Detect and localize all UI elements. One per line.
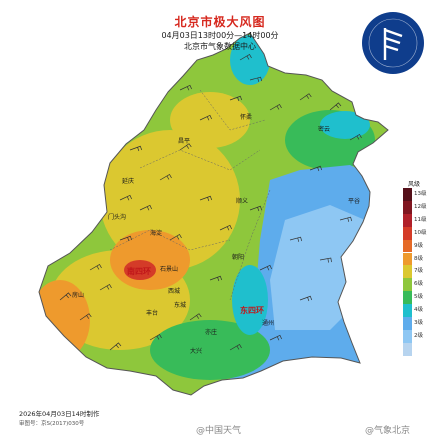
wind-barb — [299, 295, 313, 302]
legend-label: 12级 — [414, 203, 427, 210]
wind-barb — [189, 313, 202, 321]
legend-swatch — [403, 200, 412, 214]
legend-label: 13级 — [414, 191, 427, 197]
legend-swatch — [403, 265, 412, 279]
place-label: 朝阳 — [232, 254, 245, 261]
wind-barb — [79, 313, 92, 321]
place-label: 丰台 — [146, 310, 159, 317]
place-label: 南四环 — [127, 267, 151, 276]
place-label: 通州 — [262, 320, 275, 327]
legend-label: 2级 — [414, 332, 423, 339]
wind-barb — [239, 54, 252, 61]
legend-label: 10级 — [414, 229, 427, 236]
place-label: 东城 — [174, 302, 187, 309]
wind-barb — [149, 334, 162, 341]
place-label: 西城 — [168, 288, 181, 295]
map-title: 北京市极大风图 — [174, 15, 266, 29]
legend-label: 5级 — [414, 294, 423, 301]
legend-swatch — [403, 329, 412, 343]
place-label: 顺义 — [236, 198, 249, 205]
place-label: 亦庄 — [205, 329, 218, 336]
wind-barb — [229, 344, 242, 351]
place-label: 延庆 — [122, 178, 135, 185]
place-label: 东四环 — [240, 306, 264, 315]
wind-barb — [99, 284, 112, 291]
place-label: 怀柔 — [240, 114, 253, 121]
legend-title: 风级 — [407, 181, 420, 188]
legend-swatch — [403, 317, 412, 330]
wind-barb — [159, 174, 172, 181]
map-approval-number: 审图号：京S(2017)030号 — [19, 421, 85, 427]
place-label: 房山 — [72, 292, 85, 299]
wind-barb — [229, 95, 243, 102]
wind-barb — [179, 84, 192, 91]
wind-barb — [289, 236, 302, 242]
wind-barb — [319, 257, 332, 263]
wind-barb — [179, 143, 192, 151]
production-time: 2026年04月03日14时制作 — [19, 410, 100, 418]
legend-swatch — [403, 188, 412, 201]
wind-barb — [309, 165, 323, 172]
watermark-weather: @中国天气 — [196, 426, 242, 436]
wind-barb — [249, 76, 262, 82]
legend-label: 8级 — [414, 255, 423, 262]
legend-swatch — [403, 252, 412, 266]
legend-swatch — [403, 278, 412, 292]
wind-barb — [129, 145, 143, 152]
legend-swatch — [403, 291, 412, 305]
legend-label: 6级 — [414, 281, 423, 288]
wind-barb — [249, 205, 263, 212]
legend-label: 9级 — [414, 242, 423, 249]
legend-label: 3级 — [414, 320, 423, 326]
wind-barb — [349, 134, 362, 141]
data-source: 北京市气象数据中心 — [184, 42, 256, 51]
legend-label: 4级 — [414, 307, 423, 314]
wind-barb — [299, 93, 312, 101]
watermark-bjmeteo: @气象北京 — [365, 426, 411, 436]
legend-swatch — [403, 239, 412, 253]
wind-barb — [59, 292, 72, 301]
wind-barb — [209, 275, 223, 282]
place-label: 平谷 — [348, 198, 361, 205]
wind-barb — [89, 264, 102, 271]
legend-label: 11级 — [414, 216, 427, 223]
wind-barb — [329, 102, 342, 111]
legend-swatch — [403, 213, 412, 227]
time-range: 04月03日13时00分—14时00分 — [161, 31, 279, 40]
place-label: 大兴 — [190, 348, 203, 355]
legend-swatch — [403, 342, 412, 356]
legend-swatch — [403, 304, 412, 317]
wind-barb — [219, 224, 232, 231]
wind-barb — [339, 216, 352, 222]
legend-swatch — [403, 226, 412, 240]
wind-barb — [269, 334, 282, 341]
wind-barb — [199, 114, 212, 121]
wind-barb — [259, 264, 272, 271]
place-label: 石景山 — [160, 266, 179, 273]
wind-barb — [199, 195, 213, 202]
place-label: 门头沟 — [108, 214, 127, 221]
place-label: 昌平 — [178, 138, 191, 145]
wind-barb — [119, 194, 132, 201]
legend-label: 7级 — [414, 268, 423, 275]
wind-barb — [169, 234, 182, 241]
place-label: 海淀 — [150, 230, 163, 237]
wind-barb — [139, 204, 152, 211]
bms-logo — [360, 10, 426, 76]
wind-barb — [269, 104, 282, 111]
place-label: 密云 — [318, 126, 331, 133]
wind-barb — [109, 342, 122, 351]
wind-barb — [119, 235, 133, 242]
